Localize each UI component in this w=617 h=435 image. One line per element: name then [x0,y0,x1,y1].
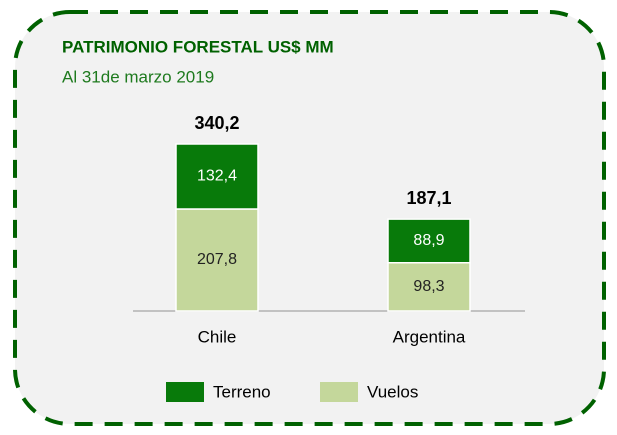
legend-swatch [166,382,204,402]
legend-swatch [320,382,358,402]
x-tick-label: Chile [198,327,237,346]
legend-label: Vuelos [367,382,418,401]
frame [13,10,606,426]
x-tick-label: Argentina [393,327,466,346]
chart-subtitle: Al 31de marzo 2019 [62,67,214,86]
value-label: 88,9 [413,232,444,249]
bar-segment [387,218,471,264]
value-label: 132,4 [197,168,237,185]
legend-label: Terreno [213,382,271,401]
bar-segment [175,208,259,312]
bar-segment [387,261,471,312]
total-label: 340,2 [194,113,239,133]
bar-segment [175,143,259,210]
chart-title: PATRIMONIO FORESTAL US$ MM [62,37,334,56]
total-label: 187,1 [406,188,451,208]
value-label: 98,3 [413,278,444,295]
value-label: 207,8 [197,251,237,268]
